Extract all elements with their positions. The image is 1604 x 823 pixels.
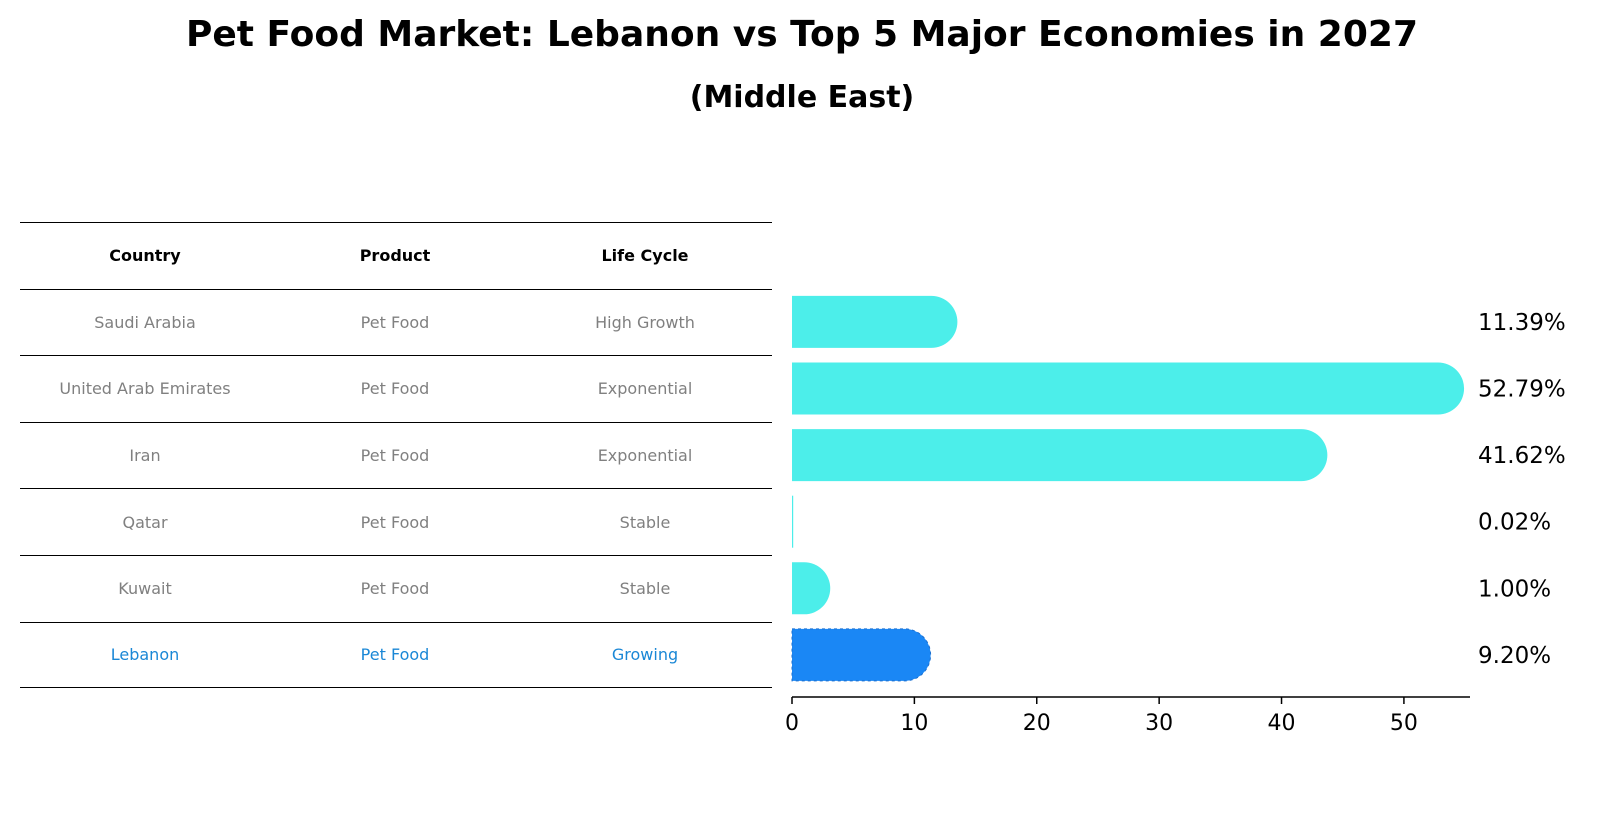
bar-saudi-arabia	[792, 295, 958, 348]
bar-shape	[792, 429, 1328, 482]
product-cell: Pet Food	[360, 645, 430, 665]
bar-united-arab-emirates	[792, 362, 1465, 415]
x-tick-label: 50	[1390, 711, 1418, 736]
table-header-row: Country Product Life Cycle	[20, 222, 772, 289]
product-cell: Pet Food	[360, 312, 430, 332]
header-life-cycle: Life Cycle	[601, 246, 689, 266]
life-cycle-cell: Stable	[619, 512, 671, 532]
bar-shape	[792, 495, 794, 548]
table-row: Iran Pet Food Exponential	[20, 421, 772, 489]
life-cycle-cell: Growing	[611, 645, 679, 665]
product-cell: Pet Food	[360, 446, 430, 466]
chart-subtitle: (Middle East)	[689, 80, 915, 115]
bar-shape	[792, 295, 958, 348]
table-row: Kuwait Pet Food Stable	[20, 554, 772, 622]
country-cell: Lebanon	[110, 645, 180, 665]
chart-title: Pet Food Market: Lebanon vs Top 5 Major …	[185, 14, 1419, 55]
bar-shape	[792, 562, 831, 615]
country-table: Country Product Life Cycle Saudi Arabia …	[20, 222, 772, 689]
table-row-highlight: Lebanon Pet Food Growing	[20, 621, 772, 689]
life-cycle-cell: High Growth	[595, 312, 695, 332]
x-tick-label: 10	[900, 711, 928, 736]
value-label: 9.20%	[1478, 643, 1551, 669]
x-tick-label: 0	[785, 711, 799, 736]
product-cell: Pet Food	[360, 579, 430, 599]
value-label: 52.79%	[1478, 377, 1566, 403]
product-cell: Pet Food	[360, 512, 430, 532]
country-cell: Qatar	[122, 512, 168, 532]
bar-qatar	[792, 495, 794, 548]
life-cycle-cell: Stable	[619, 579, 671, 599]
header-country: Country	[109, 246, 181, 266]
x-tick-label: 20	[1023, 711, 1051, 736]
bar-shape	[792, 362, 1465, 415]
table-row: Qatar Pet Food Stable	[20, 488, 772, 555]
product-cell: Pet Food	[360, 379, 430, 399]
country-cell: Iran	[129, 446, 161, 466]
value-label: 0.02%	[1478, 510, 1551, 536]
bar-iran	[792, 429, 1328, 482]
x-tick-label: 40	[1268, 711, 1296, 736]
value-label: 11.39%	[1478, 310, 1566, 336]
value-label: 1.00%	[1478, 576, 1551, 602]
header-product: Product	[359, 246, 431, 266]
table-row: United Arab Emirates Pet Food Exponentia…	[20, 355, 772, 422]
bar-shape	[791, 628, 932, 682]
bar-kuwait	[792, 562, 831, 615]
country-cell: Kuwait	[118, 579, 172, 599]
country-cell: Saudi Arabia	[94, 312, 196, 332]
value-label: 41.62%	[1478, 443, 1566, 469]
life-cycle-cell: Exponential	[597, 379, 693, 399]
country-cell: United Arab Emirates	[59, 379, 231, 399]
x-tick-label: 30	[1145, 711, 1173, 736]
life-cycle-cell: Exponential	[597, 446, 693, 466]
table-row: Saudi Arabia Pet Food High Growth	[20, 288, 772, 356]
bar-lebanon	[791, 628, 932, 682]
